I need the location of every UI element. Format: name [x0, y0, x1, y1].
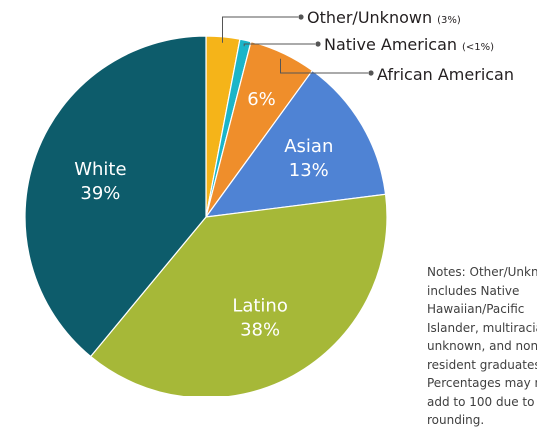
slice-name-white: White	[74, 159, 126, 180]
callout-dot-african-american	[368, 70, 373, 75]
slice-value-asian: 13%	[289, 160, 329, 181]
callout-dot-native-american	[315, 41, 320, 46]
callout-value-other-unknown: (3%)	[437, 15, 461, 26]
callout-value-native-american: (<1%)	[462, 42, 494, 53]
pie-slices	[25, 36, 387, 396]
slice-name-latino: Latino	[232, 295, 288, 316]
callout-label-african-american: African American	[377, 65, 514, 84]
slice-value-african-american: 6%	[247, 89, 276, 110]
slice-value-latino: 38%	[240, 319, 280, 340]
chart-notes: Notes: Other/Unknown includes Native Haw…	[427, 263, 537, 430]
slice-value-white: 39%	[80, 183, 120, 204]
callout-dot-other-unknown	[298, 14, 303, 19]
slice-name-asian: Asian	[284, 136, 333, 157]
callout-label-other-unknown: Other/Unknown (3%)	[307, 8, 461, 27]
callout-label-native-american: Native American (<1%)	[324, 35, 494, 54]
